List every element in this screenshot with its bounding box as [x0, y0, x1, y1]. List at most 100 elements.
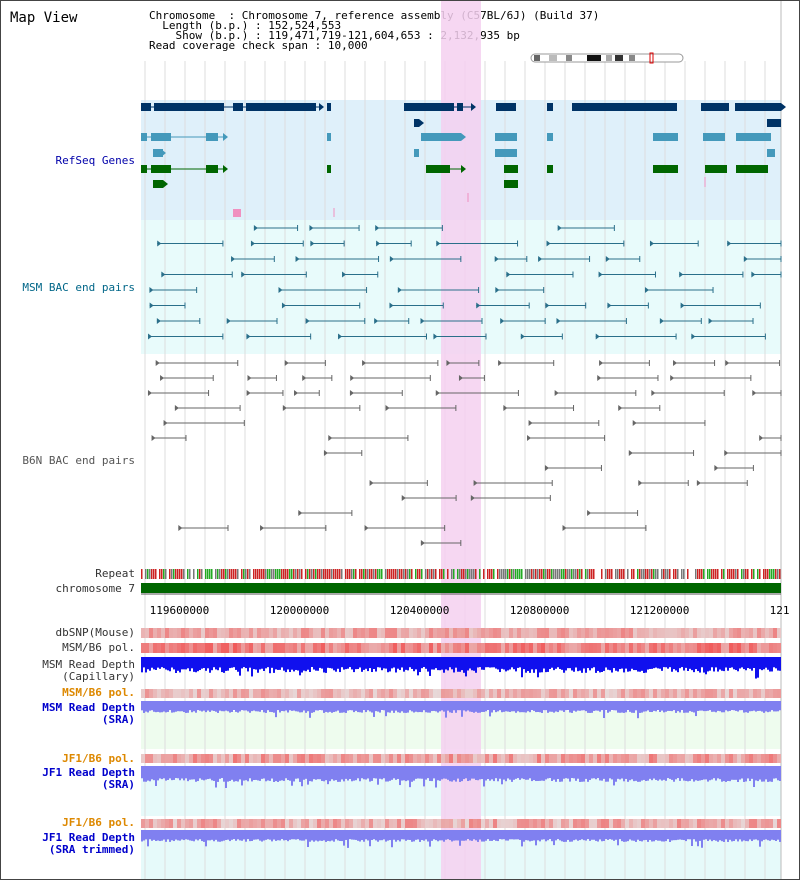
msm-bac-end-pair — [557, 225, 615, 231]
depth-bar — [695, 766, 697, 781]
heat-cell — [565, 819, 569, 828]
depth-bar — [621, 766, 623, 779]
depth-bar — [617, 830, 619, 846]
depth-bar — [167, 701, 169, 712]
depth-bar — [625, 657, 627, 669]
depth-bar — [161, 766, 163, 780]
track-label-jf1-b6-pol-1[interactable]: JF1/B6 pol. — [62, 752, 135, 765]
track-label-chromosome[interactable]: chromosome 7 — [55, 582, 135, 595]
heat-cell — [229, 643, 233, 653]
heat-cell — [409, 628, 413, 638]
gene-exon — [141, 103, 151, 111]
depth-bar — [591, 657, 593, 669]
repeat-feature — [577, 569, 579, 579]
depth-bar — [499, 766, 501, 779]
heat-cell — [313, 643, 317, 653]
heat-cell — [277, 754, 281, 763]
depth-bar — [149, 766, 151, 782]
heat-cell — [277, 628, 281, 638]
heat-cell — [257, 819, 261, 828]
track-label-repeat[interactable]: Repeat — [95, 567, 135, 580]
depth-bar — [429, 766, 431, 781]
depth-bar — [755, 830, 757, 840]
heat-cell — [701, 689, 705, 698]
heat-cell — [669, 754, 673, 763]
heat-cell — [201, 643, 205, 653]
track-label-msm-read-depth-sra[interactable]: MSM Read Depth (SRA) — [42, 701, 135, 726]
heat-cell — [545, 628, 549, 638]
track-label-jf1-b6-pol-2[interactable]: JF1/B6 pol. — [62, 816, 135, 829]
refseq-gene — [414, 119, 781, 127]
repeat-feature — [637, 569, 639, 579]
track-label-msm-bac[interactable]: MSM BAC end pairs — [22, 281, 135, 294]
depth-bar — [583, 830, 585, 841]
depth-bar — [143, 701, 145, 713]
depth-bar — [323, 657, 325, 673]
heat-cell — [233, 754, 237, 763]
depth-bar — [563, 657, 565, 673]
depth-bar — [423, 766, 425, 787]
depth-bar — [719, 766, 721, 780]
heat-cell — [253, 689, 257, 698]
depth-bar — [757, 830, 759, 841]
track-label-msm-b6-pol-2[interactable]: MSM/B6 pol. — [62, 686, 135, 699]
heat-cell — [177, 754, 181, 763]
heat-cell — [293, 628, 297, 638]
repeat-feature — [465, 569, 467, 579]
track-label-msm-b6-pol-1[interactable]: MSM/B6 pol. — [62, 641, 135, 654]
depth-bar — [591, 766, 593, 779]
msm-bac-end-pair — [691, 333, 766, 340]
depth-bar — [627, 657, 629, 672]
depth-bar — [765, 701, 767, 712]
repeat-feature — [161, 569, 163, 579]
depth-bar — [303, 766, 305, 780]
track-label-jf1-read-depth-sra-trimmed[interactable]: JF1 Read Depth (SRA trimmed) — [42, 831, 135, 856]
gene-exon — [246, 103, 316, 111]
depth-bar — [161, 701, 163, 713]
depth-bar — [395, 657, 397, 673]
depth-bar — [711, 830, 713, 842]
depth-bar — [649, 701, 651, 712]
heat-cell — [769, 689, 773, 698]
heat-cell — [589, 643, 593, 653]
depth-bar — [521, 657, 523, 678]
depth-bar — [655, 766, 657, 780]
depth-bar — [675, 830, 677, 841]
depth-bar — [459, 766, 461, 782]
track-label-dbsnp[interactable]: dbSNP(Mouse) — [55, 626, 135, 639]
depth-bar — [683, 701, 685, 713]
heat-cell — [333, 628, 337, 638]
heat-cell — [273, 689, 277, 698]
repeat-feature — [427, 569, 429, 579]
depth-bar — [749, 830, 751, 840]
track-label-refseq-genes[interactable]: RefSeq Genes — [55, 154, 135, 167]
refseq-gene — [153, 149, 775, 157]
gene-exon — [705, 165, 727, 173]
depth-bar — [249, 657, 251, 668]
heat-cell — [533, 643, 537, 653]
repeat-feature — [171, 569, 173, 579]
depth-bar — [367, 766, 369, 779]
track-label-msm-read-depth-capillary[interactable]: MSM Read Depth (Capillary) — [42, 658, 135, 683]
track-label-b6n-bac[interactable]: B6N BAC end pairs — [22, 454, 135, 467]
heat-cell — [145, 628, 149, 638]
depth-bar — [435, 657, 437, 669]
heat-cell — [365, 689, 369, 698]
depth-bar — [337, 766, 339, 782]
track-label-jf1-read-depth-sra[interactable]: JF1 Read Depth (SRA) — [42, 766, 135, 791]
repeat-feature — [545, 569, 547, 579]
depth-bar — [771, 830, 773, 840]
heat-cell — [561, 628, 565, 638]
heat-cell — [421, 628, 425, 638]
depth-bar — [359, 701, 361, 713]
heat-cell — [569, 689, 573, 698]
depth-bar — [329, 701, 331, 712]
heat-cell — [273, 819, 277, 828]
heat-cell — [181, 754, 185, 763]
heat-cell — [357, 819, 361, 828]
heat-cell — [189, 754, 193, 763]
depth-bar — [273, 701, 275, 713]
depth-bar — [615, 830, 617, 840]
depth-bar — [387, 830, 389, 841]
